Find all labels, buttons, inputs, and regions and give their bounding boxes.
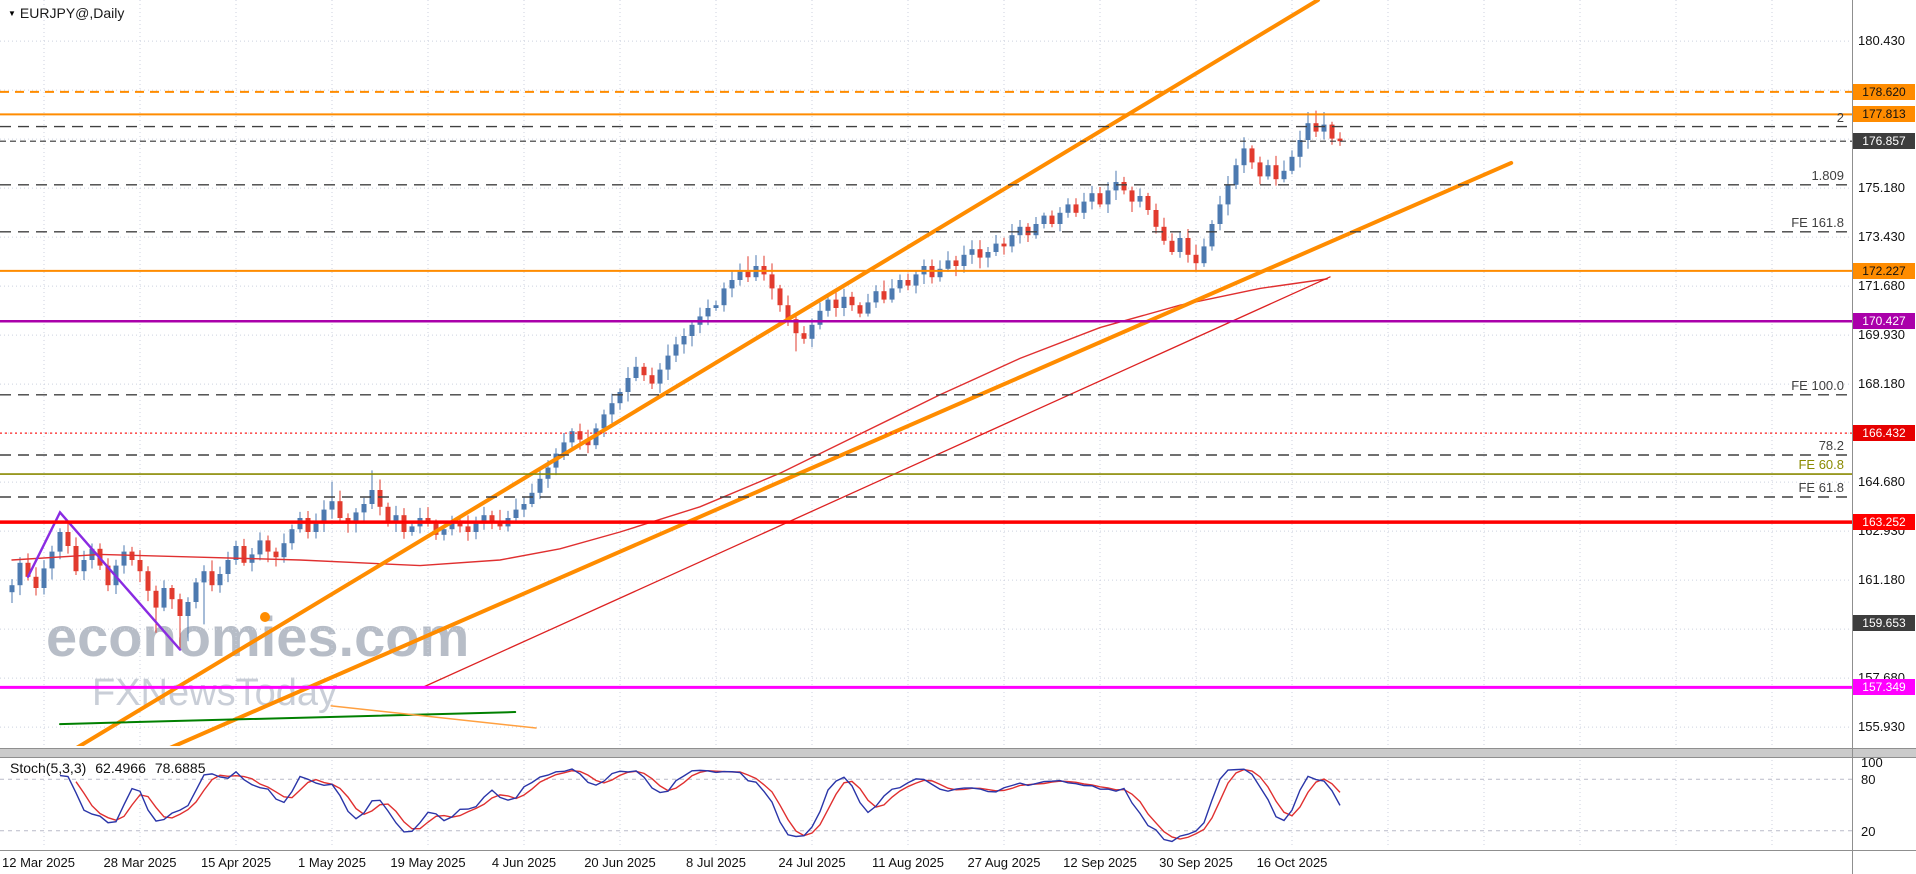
indicator-value-signal: 78.6885 xyxy=(154,760,206,776)
indicator-name: Stoch(5,3,3) xyxy=(10,760,87,776)
dropdown-arrow-icon: ▼ xyxy=(8,9,16,18)
overlays-layer xyxy=(11,0,1514,746)
indicator-label: Stoch(5,3,3) 62.4966 78.6885 xyxy=(10,760,214,776)
indicator-value-main: 62.4966 xyxy=(95,760,146,776)
watermark-brand: economies.com xyxy=(46,605,470,668)
symbol-label[interactable]: ▼ EURJPY@,Daily xyxy=(8,5,124,21)
candles-layer xyxy=(9,110,1343,649)
watermark-accent-dot-icon xyxy=(260,612,270,622)
symbol-label-text: EURJPY@,Daily xyxy=(19,5,125,21)
